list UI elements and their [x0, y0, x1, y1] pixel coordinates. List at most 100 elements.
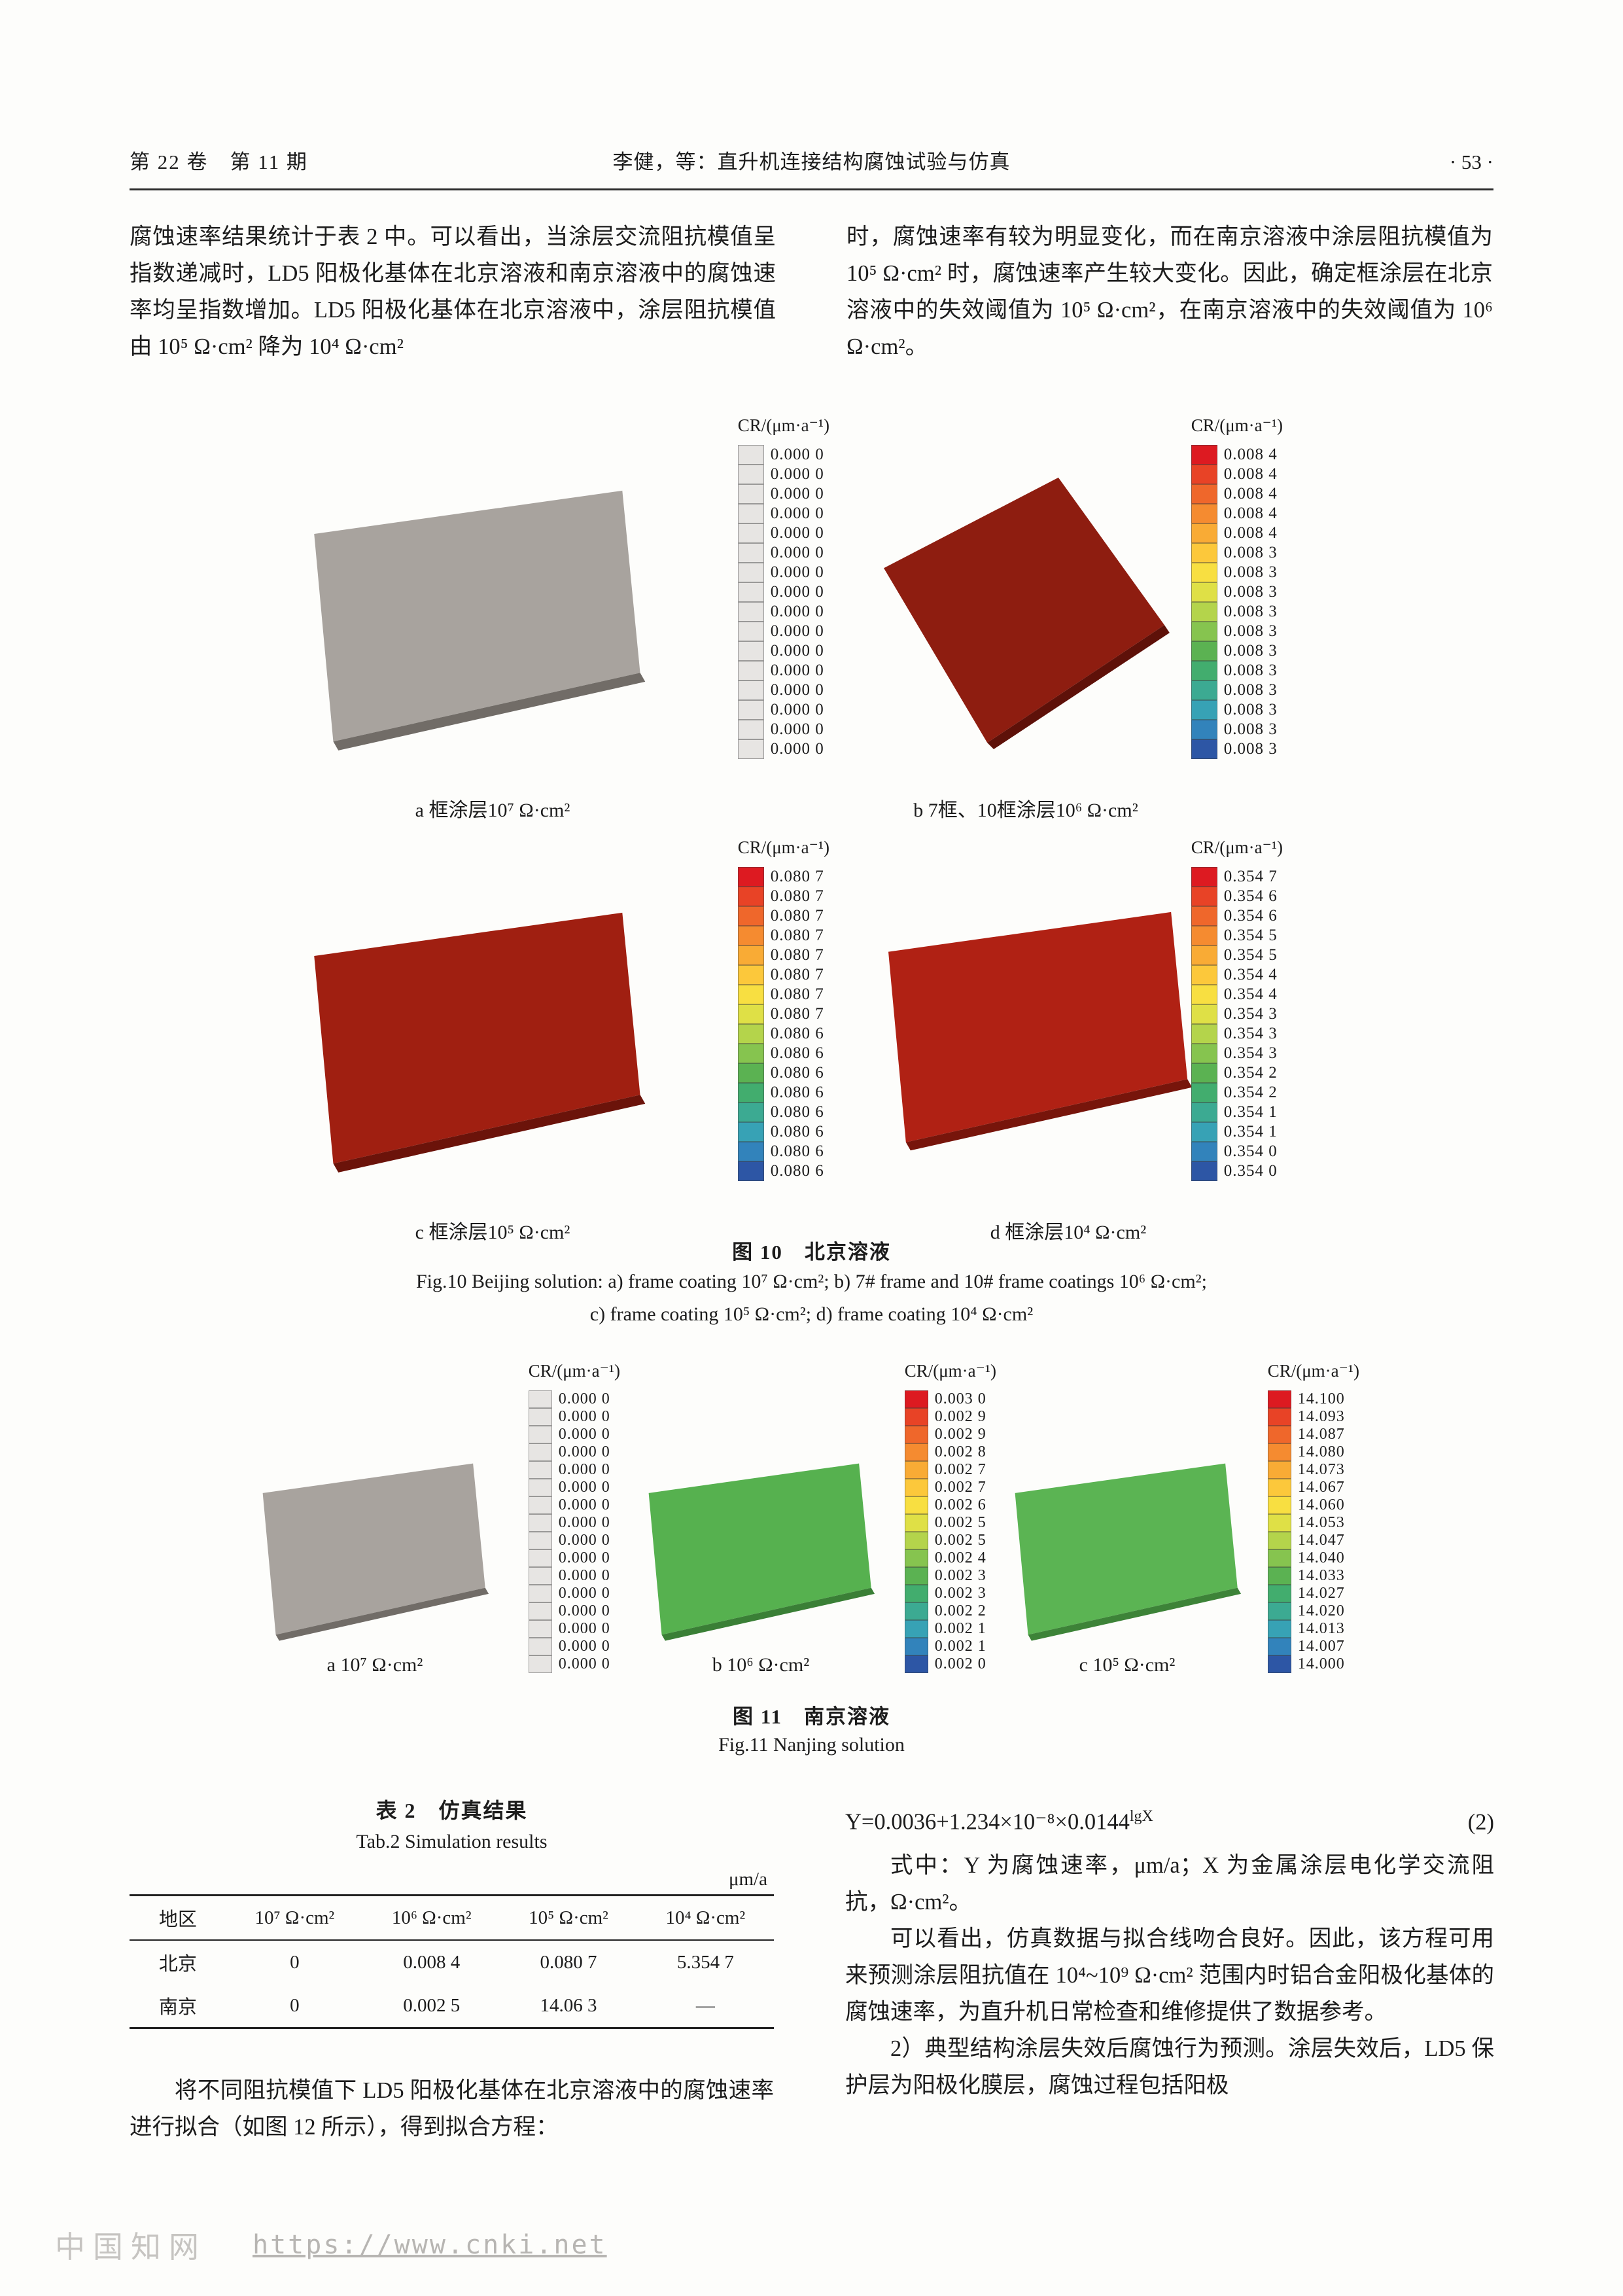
colorbar-value: 0.002 5: [934, 1532, 986, 1549]
colorbar-value: 0.008 4: [1223, 465, 1278, 483]
colorbar-row: 0.000 0: [528, 1655, 620, 1673]
plate-drawing: [1015, 1463, 1242, 1641]
colorbar-swatch: [1191, 582, 1217, 602]
colorbar-value: 0.000 0: [770, 465, 824, 483]
colorbar-value: 0.000 0: [558, 1549, 610, 1566]
fig10-subfig-b: CR/(μm·a⁻¹) 0.008 4 0.008 4: [872, 415, 1283, 821]
table-cell-1e4: —: [695, 1994, 715, 2016]
colorbar-swatch: [1191, 484, 1217, 504]
colorbar-row: 0.080 6: [737, 1161, 829, 1181]
plate-edge: [905, 1079, 1193, 1151]
colorbar-value: 14.060: [1297, 1496, 1345, 1513]
colorbar-row: 0.000 0: [528, 1479, 620, 1496]
fig10-caption-en-line1: Fig.10 Beijing solution: a) frame coatin…: [415, 1271, 1208, 1292]
colorbar-swatch: [737, 641, 764, 661]
colorbar-row: 0.080 7: [737, 965, 829, 985]
colorbar-value: 0.002 7: [934, 1479, 986, 1496]
table2-title-en: Tab.2 Simulation results: [356, 1831, 548, 1852]
colorbar-row: 0.080 6: [737, 1063, 829, 1083]
colorbar-row: 0.354 1: [1191, 1122, 1283, 1142]
colorbar-value: 0.354 4: [1223, 985, 1278, 1003]
colorbar-value: 0.000 0: [770, 720, 824, 738]
colorbar-value: 0.000 0: [770, 524, 824, 542]
colorbar-value: 0.002 9: [934, 1408, 986, 1425]
colorbar-value: 14.073: [1297, 1461, 1345, 1478]
colorbar-row: 0.000 0: [737, 523, 829, 543]
plate-drawing: [314, 490, 646, 751]
colorbar-swatch: [528, 1443, 552, 1461]
colorbar-swatch: [1267, 1602, 1291, 1620]
colorbar-swatch: [1191, 926, 1217, 945]
colorbar-swatch: [737, 1142, 764, 1161]
colorbar-row: 0.354 3: [1191, 1044, 1283, 1063]
plate-face: [1015, 1463, 1238, 1635]
colorbar-value: 0.000 0: [770, 563, 824, 581]
colorbar-value: 0.080 6: [770, 1064, 824, 1082]
colorbar-row: 0.000 0: [528, 1408, 620, 1426]
table-cell-1e6: 0.008 4: [403, 1951, 461, 1973]
colorbar-value: 0.000 0: [558, 1532, 610, 1549]
colorbar-row: 0.080 7: [737, 887, 829, 906]
colorbar-swatch: [737, 965, 764, 985]
colorbar-row: 0.354 7: [1191, 867, 1283, 887]
colorbar-value: 0.080 7: [770, 966, 824, 983]
colorbar-swatch: [904, 1549, 928, 1567]
fig11-colorbar-c: CR/(μm·a⁻¹) 14.100 14.093: [1267, 1361, 1359, 1673]
colorbar-value: 14.100: [1297, 1390, 1345, 1407]
colorbar-row: 0.003 0: [904, 1390, 996, 1408]
colorbar-row: 0.000 0: [737, 445, 829, 465]
equation-2: Y=0.0036+1.234×10⁻⁸×0.0144lgX (2): [845, 1798, 1494, 1841]
colorbar-value: 0.000 0: [770, 583, 824, 601]
fit-result-paragraph: 可以看出，仿真数据与拟合线吻合良好。因此，该方程可用来预测涂层阻抗值在 10⁴~…: [845, 1926, 1494, 2024]
colorbar-row: 0.354 2: [1191, 1083, 1283, 1103]
colorbar-row: 0.008 3: [1191, 739, 1283, 759]
colorbar-swatch: [1191, 1044, 1217, 1063]
fig10-subfig-a-caption: a 框涂层10⁷ Ω·cm²: [415, 800, 570, 821]
colorbar-swatch: [1191, 1142, 1217, 1161]
colorbar-row: 0.080 6: [737, 1142, 829, 1161]
colorbar-swatch: [737, 867, 764, 887]
colorbar-row: 0.354 5: [1191, 945, 1283, 965]
colorbar-value: 0.008 3: [1223, 622, 1278, 640]
colorbar-value: 0.354 7: [1223, 868, 1278, 885]
colorbar-swatch: [528, 1532, 552, 1549]
colorbar-swatch: [904, 1567, 928, 1585]
colorbar-swatch: [1191, 720, 1217, 739]
fig10-plate-a: [296, 484, 653, 752]
fig11-subfig-c-caption: c 10⁵ Ω·cm²: [1079, 1654, 1176, 1676]
plate-edge: [333, 673, 646, 751]
table2-title-cn: 表 2 仿真结果: [375, 1799, 528, 1822]
colorbar-swatch: [737, 504, 764, 523]
colorbar-row: 0.080 6: [737, 1122, 829, 1142]
colorbar-value: 0.002 1: [934, 1638, 986, 1655]
table-body: 北京 0 0.008 4 0.080 7 5.354 7 南京 0 0.002 …: [130, 1940, 774, 2028]
colorbar-value: 14.027: [1297, 1585, 1345, 1602]
colorbar-value: 0.000 0: [558, 1585, 610, 1602]
colorbar-value: 0.000 0: [770, 662, 824, 679]
colorbar-row: 0.002 0: [904, 1655, 996, 1673]
colorbar-value: 0.000 0: [770, 544, 824, 561]
colorbar-row: 14.040: [1267, 1549, 1359, 1567]
colorbar-swatch: [737, 700, 764, 720]
colorbar-swatch: [737, 661, 764, 680]
colorbar-value: 0.080 6: [770, 1025, 824, 1042]
colorbar-swatch: [1191, 563, 1217, 582]
colorbar-row: 14.087: [1267, 1426, 1359, 1443]
table2-block: 表 2 仿真结果 Tab.2 Simulation results μm/a 地…: [130, 1794, 774, 2146]
colorbar-swatch: [528, 1426, 552, 1443]
colorbar-value: 14.087: [1297, 1426, 1345, 1443]
colorbar-swatch: [1191, 1063, 1217, 1083]
colorbar-swatch: [737, 985, 764, 1004]
colorbar-swatch: [737, 945, 764, 965]
colorbar-value: 14.053: [1297, 1514, 1345, 1531]
colorbar-row: 0.000 0: [737, 680, 829, 700]
intro-left-paragraph: 腐蚀速率结果统计于表 2 中。可以看出，当涂层交流阻抗模值呈指数递减时，LD5 …: [130, 224, 776, 359]
colorbar-row: 0.354 6: [1191, 887, 1283, 906]
colorbar-swatch: [1191, 445, 1217, 465]
colorbar-swatch: [528, 1549, 552, 1567]
colorbar-swatch: [904, 1443, 928, 1461]
fig11-subfig-a: CR/(μm·a⁻¹) 0.000 0 0.000 0: [251, 1361, 620, 1727]
colorbar-row: 0.000 0: [737, 641, 829, 661]
colorbar-swatch: [1191, 1122, 1217, 1142]
fig11-subfig-a-caption: a 10⁷ Ω·cm²: [326, 1654, 423, 1676]
